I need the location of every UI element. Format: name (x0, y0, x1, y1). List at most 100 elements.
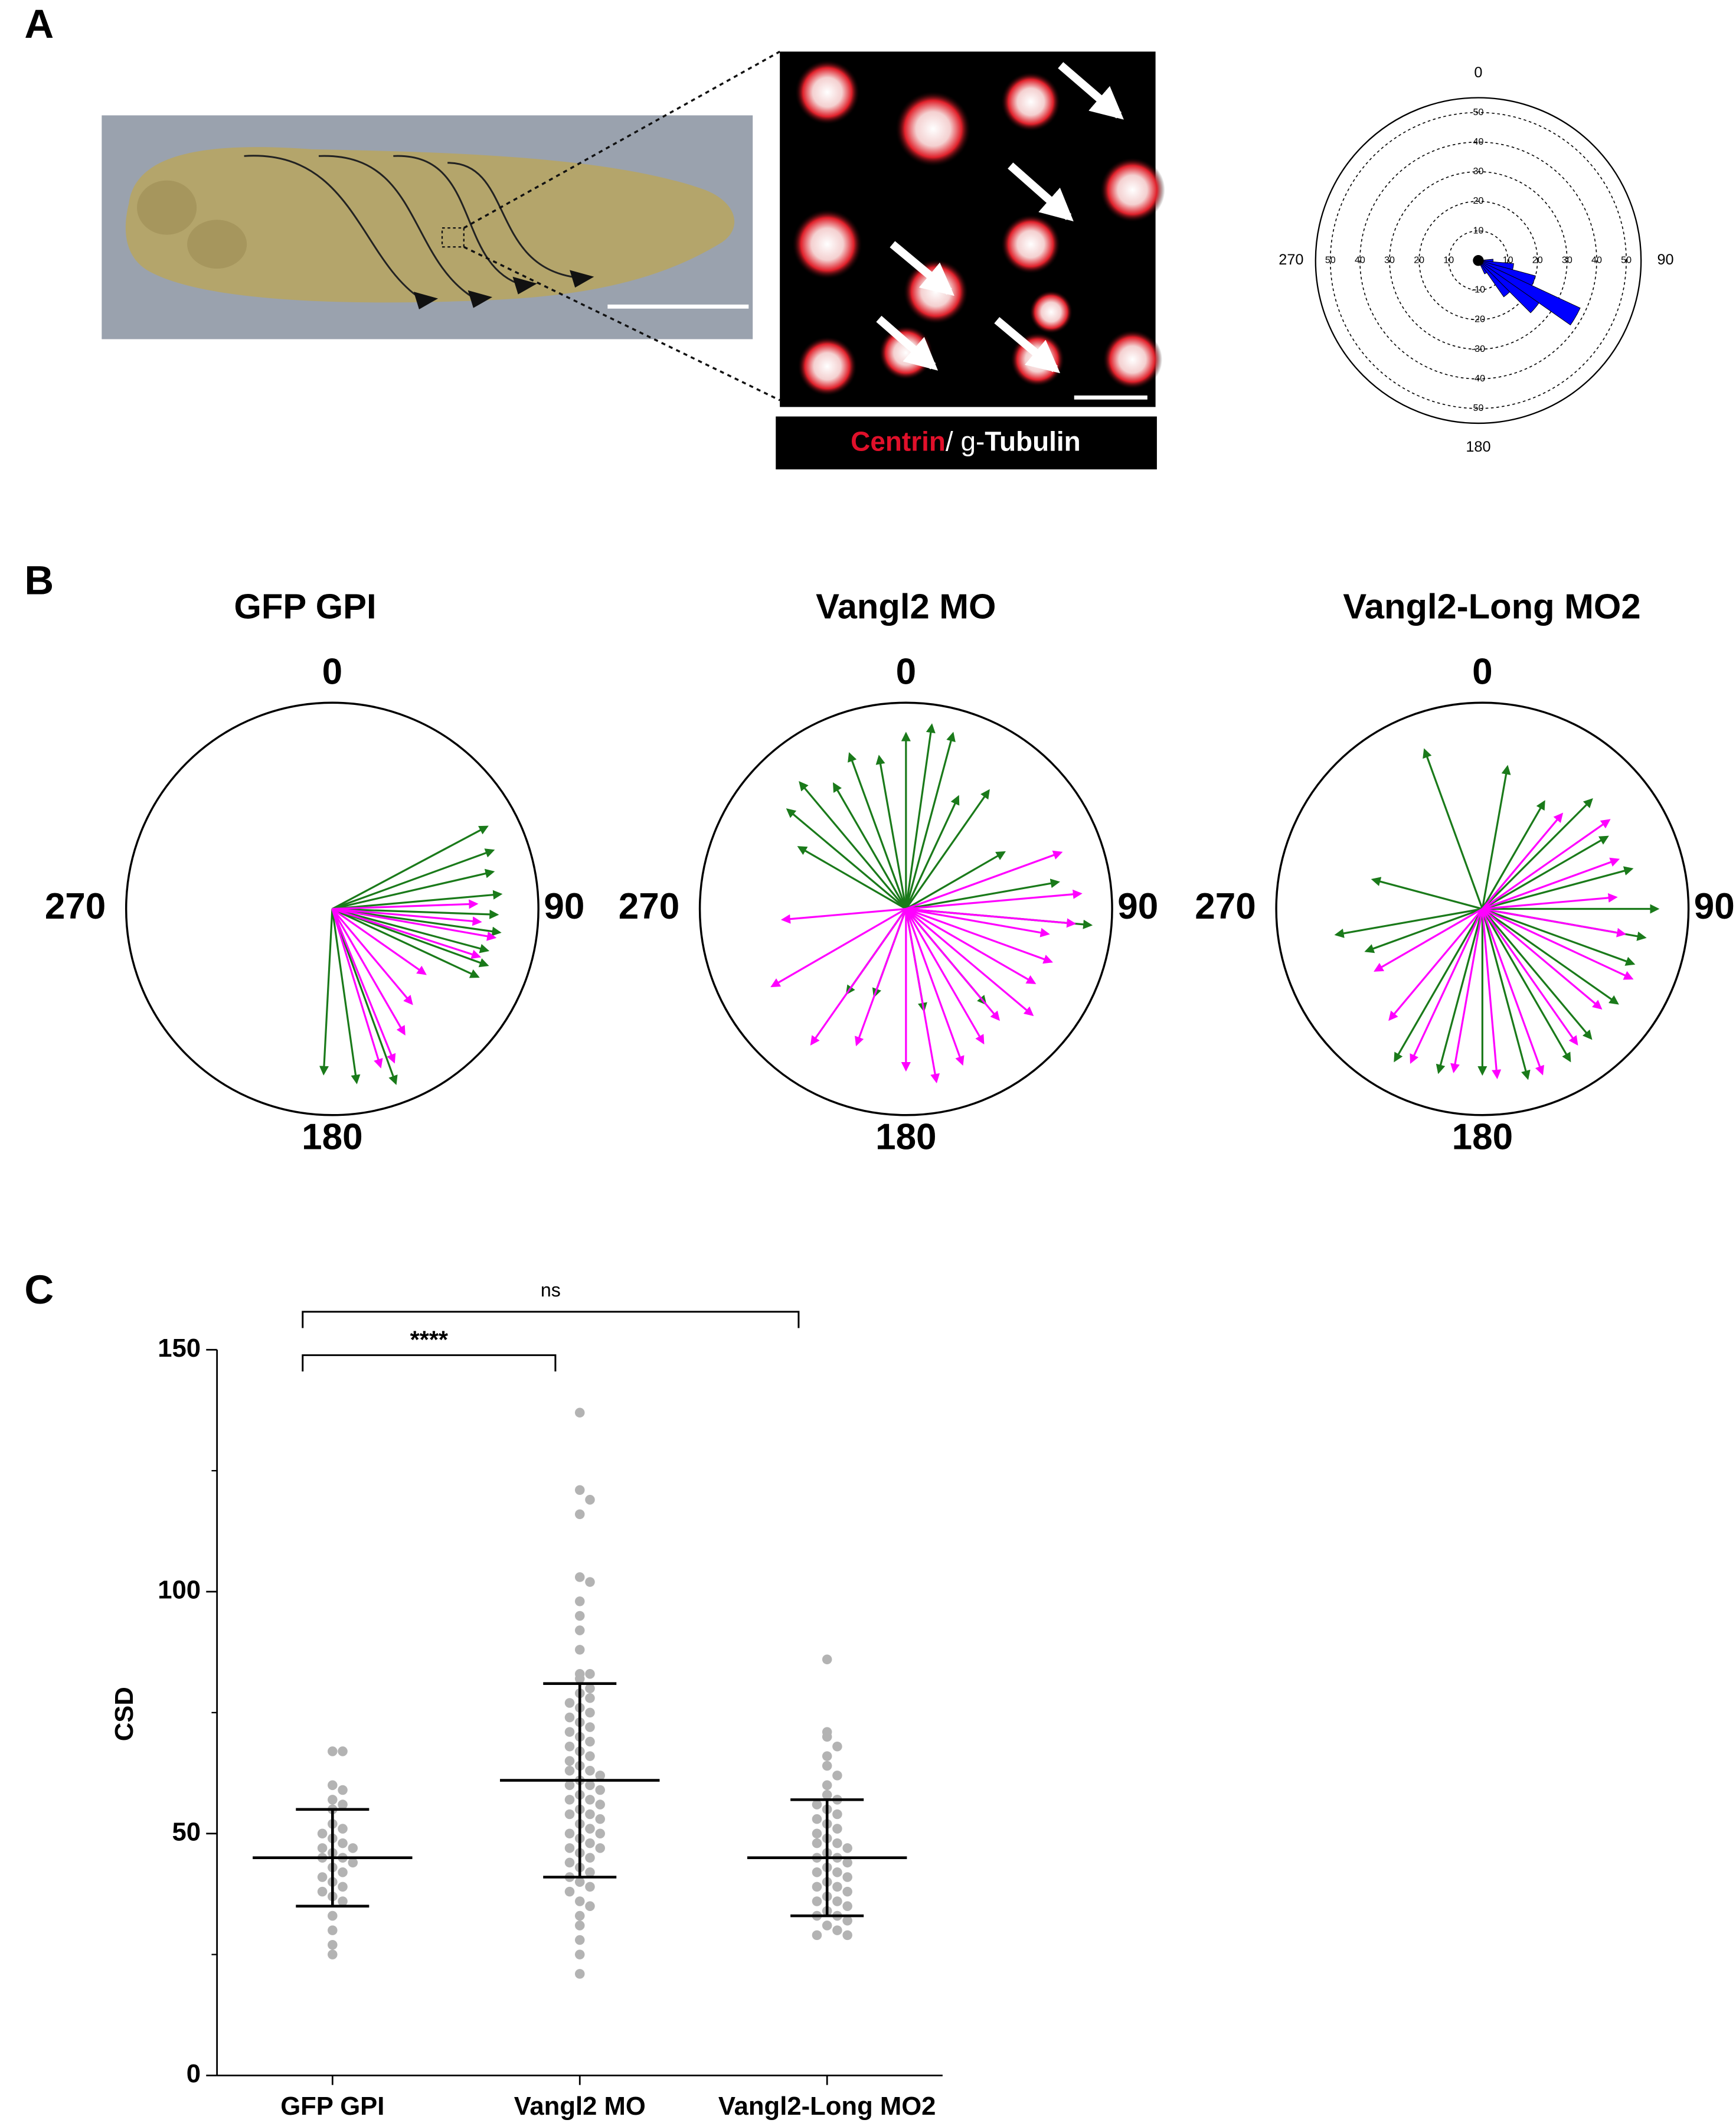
direction-arrow (1482, 857, 1620, 910)
direction-arrow (905, 889, 1083, 910)
direction-arrow (832, 782, 907, 910)
angle-label: 180 (1452, 1117, 1513, 1158)
direction-arrow (905, 850, 1063, 910)
direction-arrow (1436, 909, 1483, 1074)
data-point (338, 1799, 348, 1810)
direction-arrow (905, 851, 1006, 910)
data-point (585, 1867, 595, 1877)
polar-ring (1418, 201, 1538, 321)
data-point (328, 1746, 338, 1756)
data-point (812, 1896, 822, 1906)
data-point (574, 1611, 585, 1621)
x-tick-label: Vangl2 MO (514, 2092, 646, 2121)
direction-arrow (1482, 908, 1603, 1010)
data-point (842, 1915, 852, 1926)
r-tick-label: 20 (1414, 254, 1424, 265)
direction-arrow (905, 908, 1001, 1021)
r-tick-label: 10 (1473, 225, 1484, 236)
data-point (832, 1771, 842, 1781)
direction-arrow (331, 908, 406, 1036)
data-point (564, 1712, 575, 1723)
significance-label: ns (541, 1279, 561, 1301)
polar-frame (125, 701, 540, 1116)
caption-part: Centrin (851, 426, 946, 457)
direction-arrow (875, 755, 907, 909)
direction-arrow (332, 907, 497, 941)
data-point (574, 1509, 585, 1520)
data-point (574, 1674, 585, 1684)
data-point (832, 1741, 842, 1752)
direction-arrow (332, 868, 495, 910)
data-point (595, 1799, 605, 1810)
direction-arrow (332, 907, 499, 919)
direction-arrow (905, 908, 985, 1045)
data-point (585, 1853, 595, 1863)
data-point (317, 1886, 328, 1897)
data-point (574, 1407, 585, 1418)
panel-label: C (24, 1267, 54, 1312)
data-point (564, 1857, 575, 1868)
y-tick-label: 100 (158, 1576, 201, 1605)
direction-arrow (332, 908, 480, 978)
direction-arrow (1482, 908, 1619, 1005)
direction-arrow (786, 808, 907, 910)
direction-arrow (905, 731, 956, 909)
data-point (595, 1771, 605, 1781)
r-tick-label: 30 (1473, 166, 1484, 177)
direction-arrow (332, 890, 503, 910)
data-point (585, 1577, 595, 1587)
direction-arrow (332, 908, 427, 975)
microscopy-image: Centrin/ g-Tubulin (776, 51, 1165, 470)
data-point (842, 1872, 852, 1882)
direction-arrow (1371, 877, 1483, 910)
data-point (564, 1828, 575, 1839)
r-tick-label: 30 (1562, 254, 1572, 265)
angle-label: 0 (1474, 64, 1482, 81)
direction-arrow (905, 907, 1050, 938)
data-point (317, 1828, 328, 1839)
direction-arrow (1410, 908, 1483, 1064)
significance-bracket (302, 1311, 800, 1328)
polar-ring (1359, 141, 1597, 380)
direction-arrow (1482, 835, 1609, 910)
data-point (812, 1930, 822, 1941)
r-tick-label: 30 (1384, 254, 1395, 265)
angle-label: 90 (1694, 886, 1735, 927)
direction-arrow (1481, 800, 1545, 910)
data-point (812, 1828, 822, 1839)
data-point (317, 1843, 328, 1853)
data-point (585, 1838, 595, 1848)
r-tick-label: 50 (1325, 254, 1336, 265)
y-axis-label: CSD (110, 1687, 139, 1741)
data-point (832, 1867, 842, 1877)
data-point (832, 1809, 842, 1820)
data-point (574, 1877, 585, 1887)
direction-arrow (1482, 908, 1636, 966)
polar-frame (698, 701, 1113, 1116)
direction-arrow (905, 908, 965, 1066)
data-point (564, 1843, 575, 1853)
data-point (338, 1824, 348, 1834)
direction-arrow (905, 908, 1053, 964)
direction-arrow (1481, 765, 1511, 909)
data-point (842, 1886, 852, 1897)
data-point (595, 1785, 605, 1795)
polar-ring (1448, 230, 1509, 291)
direction-arrow (1482, 908, 1593, 1040)
data-point (338, 1746, 348, 1756)
direction-arrow (848, 752, 907, 910)
data-point (338, 1785, 348, 1795)
data-point (564, 1780, 575, 1791)
angle-label: 180 (302, 1117, 362, 1158)
chart-title: Vangl2 MO (816, 587, 996, 626)
data-point (585, 1736, 595, 1747)
direction-arrow (905, 909, 940, 1084)
angle-label: 180 (875, 1117, 936, 1158)
direction-arrow (1334, 907, 1483, 938)
chart-title: GFP GPI (234, 587, 376, 626)
direction-arrow (1481, 908, 1571, 1063)
direction-arrow (1482, 907, 1627, 938)
direction-arrow (905, 907, 1077, 928)
r-tick-label: -40 (1472, 373, 1485, 384)
